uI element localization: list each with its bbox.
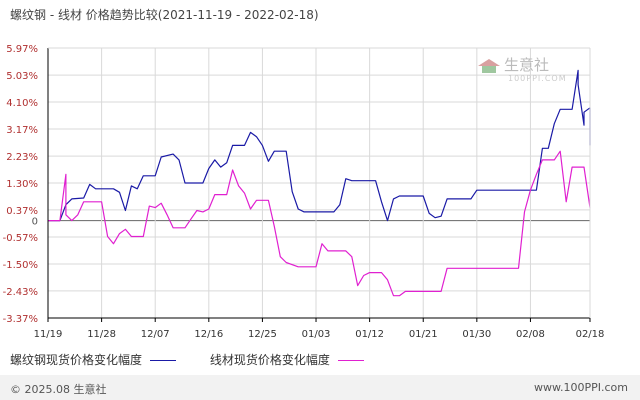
y-tick-label: 3.17% bbox=[6, 125, 38, 136]
x-tick-label: 12/25 bbox=[248, 329, 277, 340]
series-line-1 bbox=[48, 69, 591, 222]
chart-title: 螺纹钢 - 线材 价格趋势比较(2021-11-19 - 2022-02-18) bbox=[10, 8, 319, 22]
y-tick-label: 0.37% bbox=[6, 206, 38, 217]
legend-swatch-series-1 bbox=[150, 360, 177, 361]
footer: © 2025.08 生意社 www.100PPI.com bbox=[0, 375, 640, 400]
footer-website-link[interactable]: www.100PPI.com bbox=[534, 381, 628, 394]
y-tick-label: -2.43% bbox=[3, 287, 38, 298]
y-tick-label: 0 bbox=[32, 217, 38, 228]
x-tick-label: 02/08 bbox=[516, 329, 545, 340]
watermark-logo: 生意社 100PPI.COM bbox=[478, 54, 566, 83]
watermark-sub: 100PPI.COM bbox=[508, 74, 567, 83]
watermark-icon bbox=[478, 58, 500, 73]
y-tick-label: 5.97% bbox=[6, 44, 38, 55]
legend-swatch-series-2 bbox=[337, 360, 364, 361]
watermark-name: 生意社 bbox=[504, 56, 550, 74]
x-tick-label: 02/18 bbox=[576, 329, 605, 340]
legend-label-series-1: 螺纹钢现货价格变化幅度 bbox=[10, 353, 143, 367]
legend-item-series-1: 螺纹钢现货价格变化幅度 bbox=[10, 351, 177, 368]
x-tick-label: 11/19 bbox=[34, 329, 63, 340]
x-tick-label: 12/07 bbox=[141, 329, 170, 340]
legend-label-series-2: 线材现货价格变化幅度 bbox=[209, 353, 330, 367]
y-tick-label: -3.37% bbox=[3, 314, 38, 325]
series-line-2 bbox=[48, 150, 591, 297]
y-tick-label: -1.50% bbox=[3, 260, 38, 271]
legend: 螺纹钢现货价格变化幅度 线材现货价格变化幅度 bbox=[10, 351, 394, 368]
x-tick-label: 11/28 bbox=[87, 329, 116, 340]
y-tick-label: 4.10% bbox=[6, 98, 38, 109]
x-tick-label: 01/21 bbox=[409, 329, 438, 340]
y-tick-label: 1.30% bbox=[6, 179, 38, 190]
line-chart: 5.97% 5.03% 4.10% 3.17% 2.23% 1.30% 0.37%0 -0.5… bbox=[3, 44, 605, 340]
x-tick-label: 01/03 bbox=[302, 329, 331, 340]
legend-item-series-2: 线材现货价格变化幅度 bbox=[210, 351, 364, 368]
y-axis-ticks: 5.97% 5.03% 4.10% 3.17% 2.23% 1.30% 0.37%0 -0.5… bbox=[3, 44, 38, 325]
y-tick-label: -0.57% bbox=[3, 233, 38, 244]
x-tick-label: 01/30 bbox=[462, 329, 491, 340]
x-tick-label: 12/16 bbox=[194, 329, 223, 340]
axes bbox=[47, 47, 591, 319]
x-axis-ticks: 11/19 11/28 12/07 12/16 12/25 01/03 01/12 01/21… bbox=[34, 318, 605, 340]
series-lines bbox=[48, 69, 591, 297]
footer-copyright: © 2025.08 生意社 bbox=[10, 383, 107, 396]
grid bbox=[48, 47, 590, 319]
y-tick-label: 2.23% bbox=[6, 152, 38, 163]
x-tick-label: 01/12 bbox=[355, 329, 384, 340]
y-tick-label: 5.03% bbox=[6, 71, 38, 82]
